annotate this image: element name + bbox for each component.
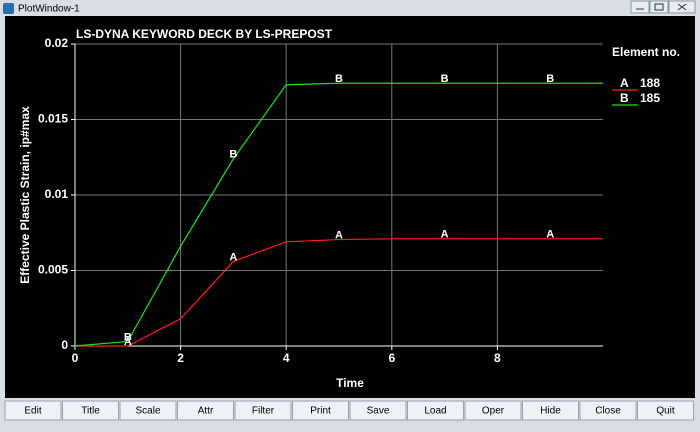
legend-label: A	[620, 76, 629, 90]
toolbar-button-label: Quit	[656, 406, 675, 417]
x-tick-label: 2	[177, 351, 184, 365]
legend-title: Element no.	[612, 45, 680, 59]
series-marker: A	[229, 251, 237, 263]
series-marker: B	[546, 73, 554, 85]
legend-label: B	[620, 91, 629, 105]
window-title: PlotWindow-1	[18, 4, 80, 15]
toolbar-button[interactable]	[62, 400, 119, 421]
toolbar-button[interactable]	[637, 400, 694, 421]
maximize-icon	[654, 3, 664, 11]
toolbar-button-label: Attr	[198, 406, 214, 417]
toolbar-button-label: Save	[367, 406, 390, 417]
y-tick-label: 0.015	[38, 112, 68, 126]
legend-name: 185	[640, 91, 660, 105]
toolbar-button[interactable]	[522, 400, 579, 421]
toolbar-button-label: Oper	[482, 406, 505, 417]
toolbar-button-label: Edit	[24, 406, 41, 417]
series-marker: B	[124, 331, 132, 343]
toolbar-button[interactable]	[464, 400, 522, 421]
toolbar-button-label: Close	[595, 406, 621, 417]
toolbar-button-label: Print	[310, 406, 331, 417]
toolbar-button[interactable]	[349, 400, 407, 421]
x-axis-label: Time	[336, 376, 364, 390]
toolbar-button[interactable]	[234, 400, 292, 421]
legend-name: 188	[640, 76, 660, 90]
toolbar-button-label: Hide	[540, 406, 561, 417]
series-marker: A	[441, 229, 449, 241]
chart-title: LS-DYNA KEYWORD DECK BY LS-PREPOST	[76, 27, 333, 41]
toolbar-button-label: Title	[81, 406, 100, 417]
series-marker: B	[335, 73, 343, 85]
plot-area	[5, 16, 695, 398]
toolbar-button[interactable]	[119, 400, 177, 421]
x-tick-label: 6	[388, 351, 395, 365]
y-axis-label: Effective Plastic Strain, ip#max	[18, 106, 32, 284]
toolbar-button-label: Scale	[135, 406, 160, 417]
app-icon	[3, 3, 14, 14]
y-tick-label: 0.01	[45, 187, 69, 201]
series-marker: A	[546, 229, 554, 241]
toolbar-button-label: Load	[424, 406, 446, 417]
series-marker: A	[335, 229, 343, 241]
x-tick-label: 0	[72, 351, 79, 365]
y-tick-label: 0.005	[38, 263, 68, 277]
toolbar-button-label: Filter	[252, 406, 275, 417]
toolbar-button	[4, 400, 62, 421]
toolbar-button[interactable]	[292, 400, 349, 421]
series-line	[75, 238, 603, 347]
series-marker: B	[229, 149, 237, 161]
toolbar-button[interactable]	[177, 400, 234, 421]
minimize-button[interactable]	[630, 0, 650, 14]
window-controls[interactable]	[630, 0, 696, 14]
close-icon	[677, 3, 687, 11]
series-line	[74, 82, 603, 347]
series-marker: B	[441, 73, 449, 85]
toolbar-button[interactable]	[579, 400, 637, 421]
y-tick-label: 0.02	[45, 36, 69, 50]
y-tick-label: 0	[61, 338, 68, 352]
x-tick-label: 4	[283, 351, 290, 365]
x-tick-label: 8	[494, 351, 501, 365]
toolbar-button[interactable]	[407, 400, 464, 421]
maximize-button[interactable]	[649, 0, 669, 14]
